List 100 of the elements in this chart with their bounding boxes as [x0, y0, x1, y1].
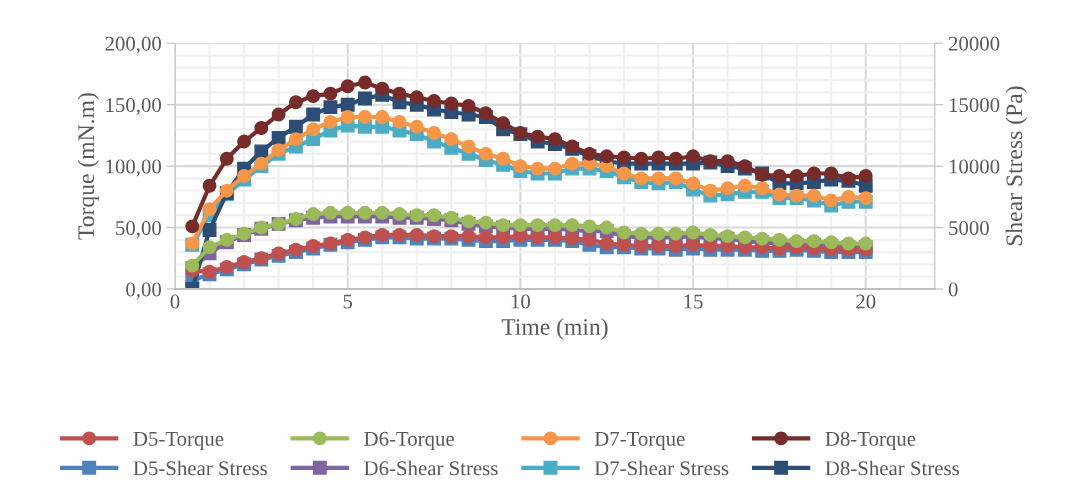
point [806, 188, 821, 203]
point [202, 202, 217, 217]
point [686, 237, 701, 252]
legend-label: D8-Torque [825, 431, 916, 451]
point [478, 215, 493, 230]
point [668, 226, 683, 241]
point [306, 89, 321, 104]
point [582, 219, 597, 234]
legend-label: D8-Shear Stress [825, 460, 959, 476]
point [703, 227, 718, 242]
y-tick-label: 50,00 [116, 220, 162, 238]
point [478, 106, 493, 121]
point [340, 205, 355, 220]
point [686, 149, 701, 164]
point [565, 156, 580, 171]
point [409, 119, 424, 134]
y-tick-label: 0,00 [126, 282, 162, 300]
point [651, 226, 666, 241]
point [617, 225, 631, 240]
point [375, 110, 390, 124]
point [686, 176, 701, 191]
point [703, 239, 718, 253]
point [737, 230, 752, 245]
y2-tick-label: 10000 [949, 159, 1000, 174]
point [547, 132, 562, 147]
point [323, 100, 338, 115]
point [392, 207, 407, 221]
point [358, 205, 372, 220]
point [288, 95, 303, 110]
point [668, 151, 683, 166]
point [547, 161, 562, 176]
point [375, 205, 390, 220]
x-tick-label: 10 [511, 294, 530, 309]
point [271, 107, 286, 122]
point [427, 94, 441, 108]
x-tick-label: 0 [170, 294, 180, 309]
point [409, 90, 424, 105]
point [789, 169, 804, 183]
point [772, 169, 787, 183]
point [634, 151, 649, 166]
legend-label: D7-Torque [594, 432, 685, 451]
point [513, 159, 528, 174]
point [858, 236, 873, 251]
point [703, 183, 718, 198]
point [599, 236, 614, 251]
y2-tick-label: 15000 [949, 98, 1000, 113]
y-tick-label: 150,00 [106, 98, 162, 116]
legend-label: D6-Shear Stress [364, 460, 498, 476]
point [392, 114, 407, 129]
point [634, 171, 649, 186]
point [599, 220, 614, 235]
point [858, 169, 873, 183]
legend-label: D7-Shear Stress [594, 460, 729, 476]
point [720, 181, 735, 196]
point [772, 187, 787, 202]
point [254, 121, 269, 135]
point [686, 225, 701, 240]
point [772, 232, 787, 247]
point [340, 110, 355, 124]
point [202, 223, 217, 237]
legend-label: D5-Torque [133, 432, 224, 451]
point [358, 75, 372, 90]
point [496, 151, 511, 166]
point [306, 107, 321, 122]
point [478, 146, 493, 161]
point [444, 96, 459, 111]
point [806, 166, 821, 181]
legend-label: D5-Shear Stress [133, 460, 267, 476]
point [841, 236, 856, 251]
point [306, 122, 321, 137]
point [271, 130, 286, 145]
point [478, 230, 493, 245]
point [651, 171, 666, 186]
point [358, 110, 372, 124]
point [737, 178, 752, 193]
point [461, 98, 476, 113]
point [617, 166, 631, 181]
point [375, 81, 390, 96]
point [461, 139, 476, 154]
point [323, 205, 338, 220]
point [824, 193, 839, 208]
point [202, 178, 217, 193]
y2-tick-label: 20000 [948, 36, 1000, 51]
point [841, 189, 856, 204]
point [340, 79, 355, 94]
point [634, 226, 649, 241]
y-axis-title: Torque (mN.m) [77, 93, 99, 240]
point [340, 97, 355, 112]
point [185, 219, 200, 234]
point [530, 129, 545, 144]
point [824, 166, 839, 181]
point [755, 231, 770, 246]
point [496, 230, 511, 245]
y2-axis-title: Shear Stress (Pa) [1005, 86, 1028, 246]
point [824, 235, 839, 250]
point [409, 227, 424, 242]
legend-label: D6-Torque [364, 431, 454, 451]
point [427, 125, 441, 140]
x-tick-label: 5 [343, 294, 353, 309]
point [496, 116, 511, 131]
